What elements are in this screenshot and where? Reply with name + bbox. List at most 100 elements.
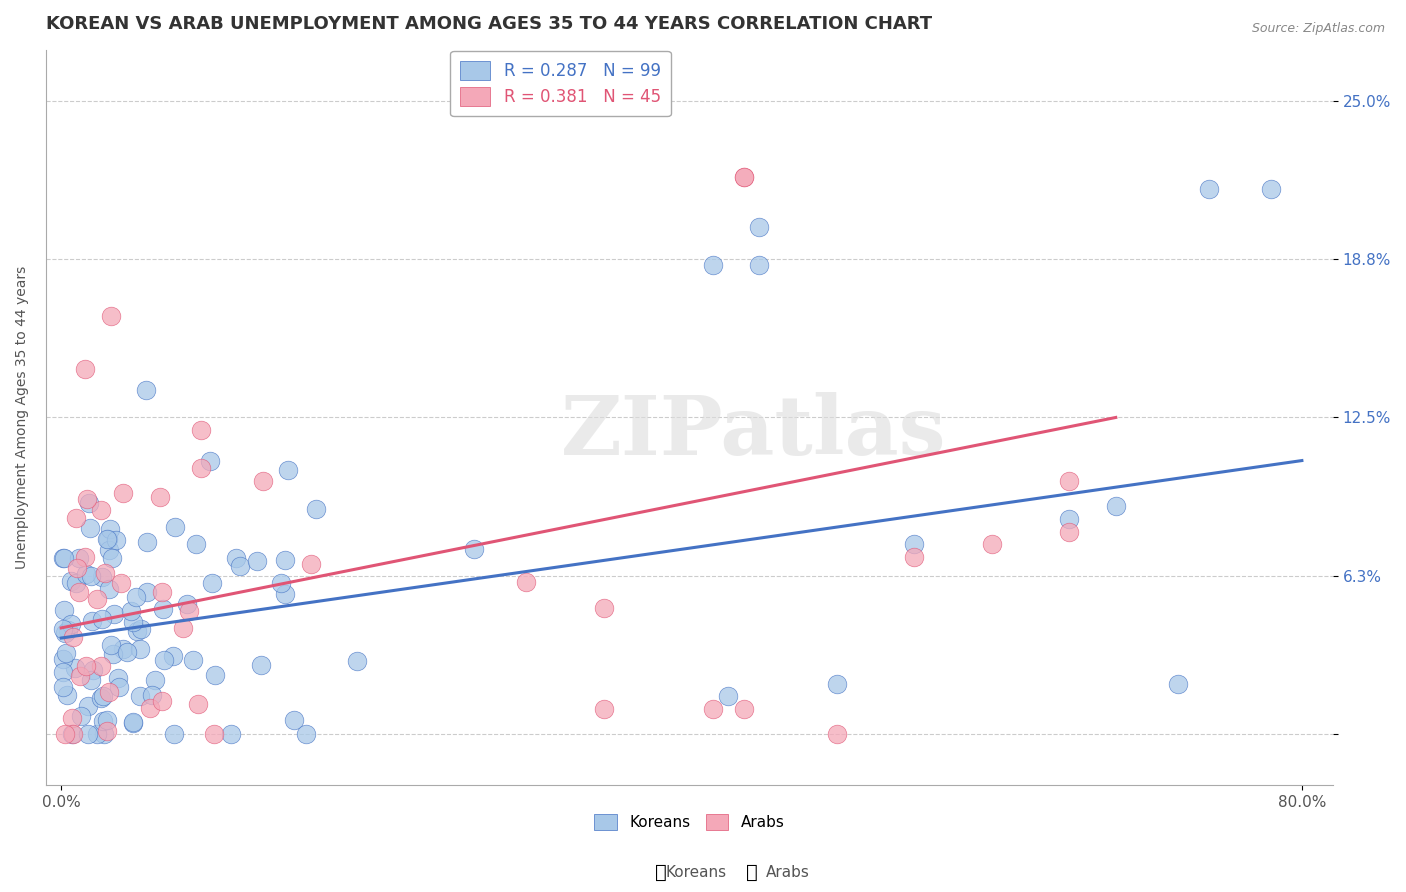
Point — [186, 536, 208, 550]
Point — [52, 550, 75, 565]
Point — [1167, 676, 1189, 690]
Point — [122, 615, 145, 629]
Point — [110, 576, 132, 591]
Point — [56, 688, 79, 702]
Text: 🔷: 🔷 — [747, 863, 758, 882]
Point — [62, 727, 84, 741]
Point — [100, 309, 122, 323]
Point — [62, 630, 84, 644]
Point — [138, 700, 160, 714]
Point — [80, 568, 103, 582]
Point — [104, 533, 127, 547]
Point — [225, 551, 247, 566]
Point — [274, 586, 297, 600]
Point — [77, 727, 100, 741]
Point — [90, 503, 112, 517]
Point — [1057, 524, 1080, 539]
Point — [75, 549, 97, 564]
Point — [717, 690, 740, 704]
Point — [187, 697, 209, 711]
Point — [1057, 474, 1080, 488]
Point — [76, 491, 98, 506]
Point — [52, 665, 75, 679]
Point — [69, 669, 91, 683]
Point — [152, 653, 174, 667]
Point — [111, 486, 134, 500]
Text: KOREAN VS ARAB UNEMPLOYMENT AMONG AGES 35 TO 44 YEARS CORRELATION CHART: KOREAN VS ARAB UNEMPLOYMENT AMONG AGES 3… — [45, 15, 932, 33]
Point — [136, 584, 159, 599]
Text: 🔷: 🔷 — [655, 863, 666, 882]
Point — [75, 658, 97, 673]
Point — [702, 702, 724, 716]
Point — [295, 727, 318, 741]
Point — [190, 423, 212, 437]
Point — [103, 607, 125, 621]
Point — [250, 657, 273, 672]
Point — [252, 474, 274, 488]
Point — [162, 648, 184, 663]
Point — [593, 702, 616, 716]
Point — [246, 554, 269, 568]
Point — [73, 362, 96, 376]
Point — [122, 714, 145, 729]
Point — [86, 727, 108, 741]
Point — [127, 624, 149, 639]
Point — [463, 541, 485, 556]
Point — [163, 727, 186, 741]
Point — [75, 567, 97, 582]
Point — [77, 496, 100, 510]
Point — [733, 169, 755, 184]
Point — [53, 625, 76, 640]
Point — [190, 461, 212, 475]
Point — [91, 714, 114, 729]
Point — [202, 727, 225, 741]
Point — [98, 522, 121, 536]
Point — [52, 603, 75, 617]
Point — [135, 383, 157, 397]
Point — [274, 553, 297, 567]
Point — [101, 551, 124, 566]
Point — [82, 663, 104, 677]
Point — [100, 638, 122, 652]
Point — [53, 727, 76, 741]
Point — [128, 690, 150, 704]
Point — [172, 622, 194, 636]
Point — [150, 585, 173, 599]
Point — [107, 671, 129, 685]
Point — [97, 685, 120, 699]
Text: Arabs: Arabs — [765, 865, 810, 880]
Point — [112, 641, 135, 656]
Point — [96, 723, 118, 738]
Point — [98, 542, 121, 557]
Point — [204, 668, 226, 682]
Point — [91, 690, 114, 704]
Point — [277, 463, 299, 477]
Point — [120, 604, 142, 618]
Point — [748, 220, 770, 235]
Point — [52, 550, 75, 565]
Point — [702, 258, 724, 272]
Point — [1260, 182, 1282, 196]
Point — [79, 521, 101, 535]
Point — [748, 258, 770, 272]
Point — [150, 693, 173, 707]
Point — [67, 585, 90, 599]
Point — [76, 698, 98, 713]
Point — [299, 557, 322, 571]
Point — [60, 711, 83, 725]
Point — [825, 727, 848, 741]
Point — [176, 597, 198, 611]
Point — [515, 575, 537, 590]
Point — [80, 614, 103, 628]
Point — [107, 681, 129, 695]
Point — [1057, 512, 1080, 526]
Point — [90, 612, 112, 626]
Point — [59, 574, 82, 589]
Point — [56, 624, 79, 638]
Point — [198, 453, 221, 467]
Point — [825, 676, 848, 690]
Point — [86, 592, 108, 607]
Point — [80, 673, 103, 688]
Point — [346, 654, 368, 668]
Point — [59, 616, 82, 631]
